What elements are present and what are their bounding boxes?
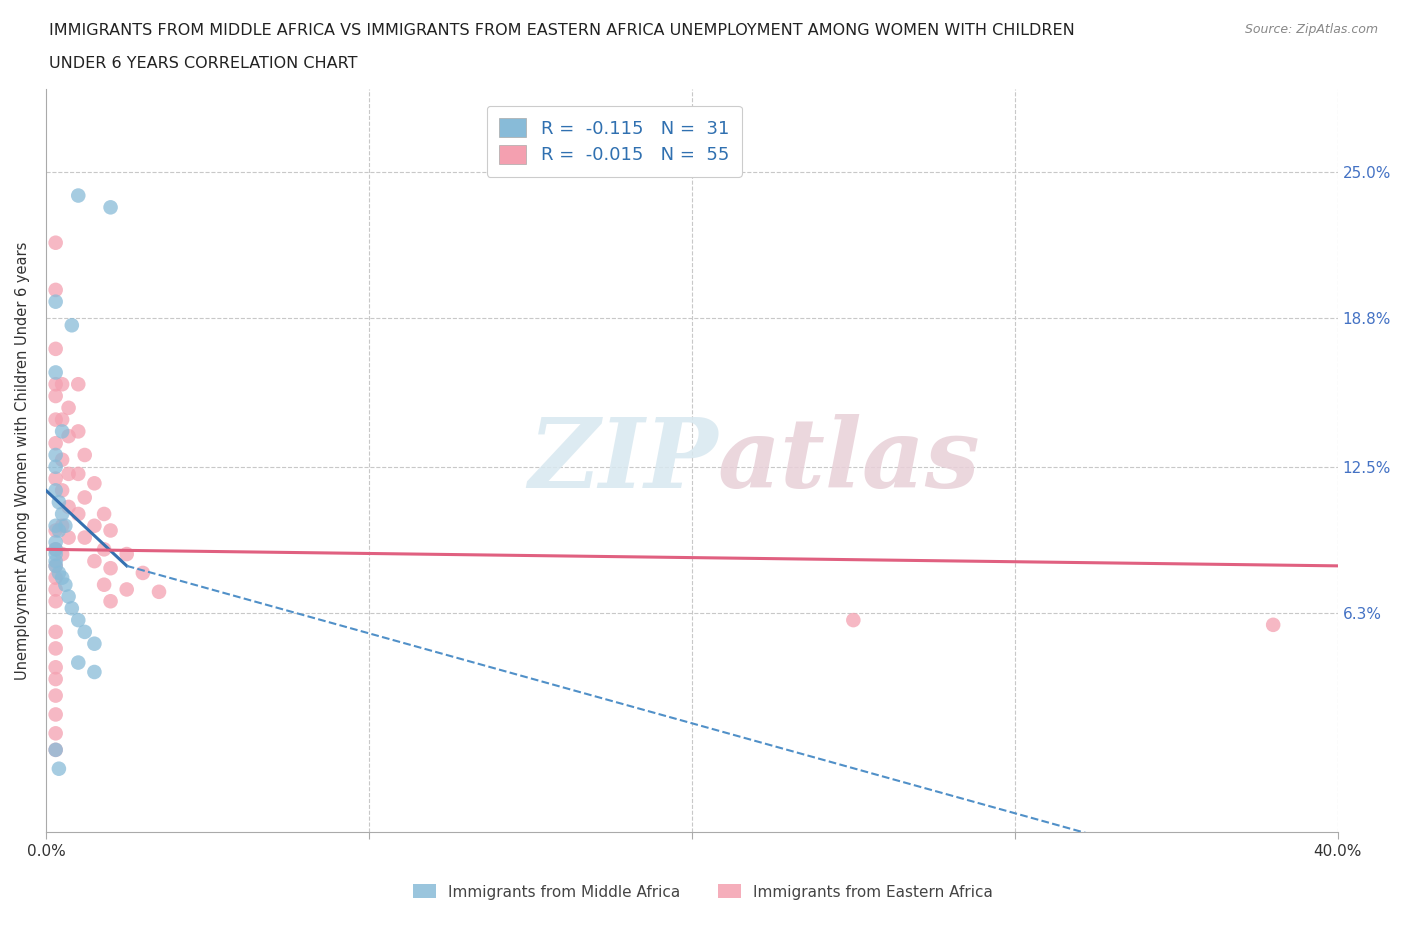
Point: [45, 447, 67, 462]
Point: [100, 523, 122, 538]
Text: UNDER 6 YEARS CORRELATION CHART: UNDER 6 YEARS CORRELATION CHART: [49, 56, 357, 71]
Point: [48, 523, 70, 538]
Point: [58, 530, 80, 545]
Point: [67, 377, 90, 392]
Point: [51, 424, 73, 439]
Point: [45, 412, 67, 427]
Point: [842, 613, 865, 628]
Point: [67, 613, 90, 628]
Point: [45, 707, 67, 722]
Point: [45, 742, 67, 757]
Point: [58, 401, 80, 416]
Point: [53, 518, 76, 533]
Point: [45, 726, 67, 741]
Point: [67, 655, 90, 670]
Point: [51, 570, 73, 585]
Point: [45, 518, 67, 533]
Point: [45, 624, 67, 639]
Point: [45, 688, 67, 703]
Point: [51, 483, 73, 498]
Point: [45, 558, 67, 573]
Point: [51, 507, 73, 522]
Text: IMMIGRANTS FROM MIDDLE AFRICA VS IMMIGRANTS FROM EASTERN AFRICA UNEMPLOYMENT AMO: IMMIGRANTS FROM MIDDLE AFRICA VS IMMIGRA…: [49, 23, 1076, 38]
Point: [45, 389, 67, 404]
Text: Source: ZipAtlas.com: Source: ZipAtlas.com: [1244, 23, 1378, 36]
Point: [45, 547, 67, 562]
Point: [45, 483, 67, 498]
Point: [115, 582, 138, 597]
Point: [83, 476, 105, 491]
Point: [100, 200, 122, 215]
Point: [51, 412, 73, 427]
Text: atlas: atlas: [717, 414, 980, 508]
Point: [58, 499, 80, 514]
Point: [45, 523, 67, 538]
Point: [51, 452, 73, 467]
Point: [100, 593, 122, 608]
Point: [83, 665, 105, 680]
Point: [67, 188, 90, 203]
Point: [45, 283, 67, 298]
Point: [45, 742, 67, 757]
Point: [45, 542, 67, 557]
Point: [115, 547, 138, 562]
Point: [67, 424, 90, 439]
Point: [48, 495, 70, 510]
Point: [45, 472, 67, 486]
Point: [67, 507, 90, 522]
Point: [45, 365, 67, 379]
Point: [73, 447, 96, 462]
Point: [100, 561, 122, 576]
Point: [132, 565, 155, 580]
Point: [45, 436, 67, 451]
Point: [93, 578, 115, 592]
Point: [45, 553, 67, 568]
Point: [45, 542, 67, 557]
Point: [45, 641, 67, 656]
Point: [48, 565, 70, 580]
Point: [148, 584, 170, 599]
Legend: Immigrants from Middle Africa, Immigrants from Eastern Africa: Immigrants from Middle Africa, Immigrant…: [406, 878, 1000, 906]
Point: [73, 490, 96, 505]
Point: [73, 530, 96, 545]
Point: [45, 660, 67, 675]
Legend: R =  -0.115   N =  31, R =  -0.015   N =  55: R = -0.115 N = 31, R = -0.015 N = 55: [486, 106, 742, 177]
Point: [48, 762, 70, 777]
Point: [60, 318, 83, 333]
Point: [58, 429, 80, 444]
Text: ZIP: ZIP: [529, 414, 717, 508]
Point: [83, 553, 105, 568]
Y-axis label: Unemployment Among Women with Children Under 6 years: Unemployment Among Women with Children U…: [15, 242, 30, 680]
Point: [58, 467, 80, 482]
Point: [51, 518, 73, 533]
Point: [45, 377, 67, 392]
Point: [93, 542, 115, 557]
Point: [1263, 618, 1285, 632]
Point: [83, 518, 105, 533]
Point: [53, 578, 76, 592]
Point: [45, 235, 67, 250]
Point: [83, 636, 105, 651]
Point: [45, 570, 67, 585]
Point: [51, 377, 73, 392]
Point: [58, 589, 80, 604]
Point: [45, 582, 67, 597]
Point: [45, 671, 67, 686]
Point: [45, 558, 67, 573]
Point: [60, 601, 83, 616]
Point: [45, 341, 67, 356]
Point: [45, 535, 67, 550]
Point: [93, 507, 115, 522]
Point: [45, 294, 67, 309]
Point: [51, 547, 73, 562]
Point: [45, 593, 67, 608]
Point: [45, 459, 67, 474]
Point: [67, 467, 90, 482]
Point: [73, 624, 96, 639]
